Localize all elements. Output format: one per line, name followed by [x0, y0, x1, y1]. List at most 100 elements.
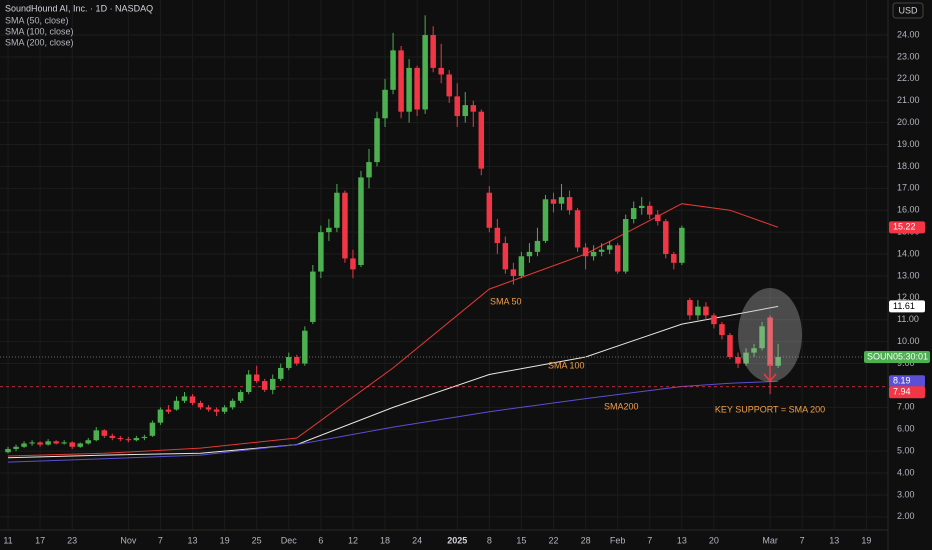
y-tick-label: 3.00	[897, 489, 915, 499]
price-badge	[889, 221, 925, 234]
candle-body	[358, 177, 364, 265]
y-tick-label: 11.00	[897, 314, 919, 324]
candle-body	[526, 251, 533, 257]
candle-body	[318, 232, 324, 272]
candle-body	[237, 392, 244, 401]
price-badge	[889, 300, 925, 313]
x-tick-label: Feb	[610, 535, 626, 545]
candle-body	[566, 197, 573, 211]
candle-body	[606, 245, 613, 250]
candle-body	[374, 118, 380, 163]
candle-body	[69, 442, 75, 447]
candle-body	[446, 74, 452, 97]
candle-body	[5, 448, 11, 453]
x-tick-label: 7	[800, 535, 805, 545]
candle-body	[422, 35, 428, 110]
candle-body	[93, 430, 100, 441]
x-tick-label: 13	[829, 535, 839, 545]
candle-body	[735, 356, 741, 364]
candle-body	[382, 89, 388, 119]
price-badge-label: 7.94	[893, 387, 911, 397]
candle-body	[598, 249, 605, 252]
candle-body	[77, 443, 83, 447]
x-tick-label: 8	[487, 535, 492, 545]
candle-body	[197, 402, 204, 408]
price-badge	[889, 375, 925, 388]
candle-body	[189, 396, 196, 403]
candle-body	[310, 271, 316, 322]
candle-body	[542, 199, 549, 241]
candle-body	[502, 243, 509, 270]
legend-entry: SMA (50, close)	[5, 15, 69, 25]
candle-body	[510, 269, 517, 276]
current-countdown: 05:30:01	[893, 351, 928, 361]
x-tick-label: 11	[3, 535, 12, 545]
candle-body	[390, 50, 396, 90]
legend-entry: SMA (100, close)	[5, 26, 74, 36]
candle-body	[334, 192, 340, 228]
candle-body	[366, 162, 372, 178]
legend: SoundHound AI, Inc. · 1D · NASDAQ SMA (5…	[5, 3, 153, 47]
x-tick-label: 18	[380, 535, 390, 545]
candle-body	[37, 442, 43, 445]
candle-body	[590, 251, 597, 257]
y-tick-label: 16.00	[897, 205, 920, 215]
candle-body	[663, 221, 669, 255]
candle-body	[302, 330, 308, 364]
y-tick-label: 6.00	[897, 424, 915, 434]
x-tick-label: 15	[516, 535, 526, 545]
candle-body	[157, 409, 164, 423]
candle-body	[21, 443, 27, 447]
candle-body	[695, 306, 701, 316]
y-tick-label: 21.00	[897, 95, 920, 105]
x-tick-label: 6	[318, 535, 323, 545]
candle-body	[13, 446, 19, 449]
y-tick-label: 19.00	[897, 139, 920, 149]
candle-body	[574, 210, 581, 248]
x-tick-label: Nov	[120, 535, 137, 545]
candle-body	[229, 400, 236, 408]
candle-body	[109, 435, 116, 439]
x-tick-label: 12	[348, 535, 358, 545]
x-tick-label: 7	[158, 535, 163, 545]
candle-body	[205, 407, 212, 410]
y-tick-label: 18.00	[897, 161, 920, 171]
candle-body	[430, 35, 436, 68]
candle-body	[117, 438, 124, 440]
candle-body	[181, 396, 188, 401]
sma-line	[7, 380, 779, 463]
candle-body	[414, 67, 420, 110]
candle-body	[398, 50, 404, 112]
candle-body	[647, 205, 653, 215]
price-badge	[889, 386, 925, 399]
candle-body	[671, 254, 677, 263]
currency-box[interactable]	[892, 2, 924, 19]
sma-lines	[0, 203, 888, 463]
candle-body	[462, 105, 469, 117]
x-tick-label: 24	[412, 535, 422, 545]
y-tick-label: 14.00	[897, 248, 920, 258]
candle-body	[350, 258, 356, 270]
candle-body	[269, 378, 276, 390]
x-tick-label: 25	[252, 535, 262, 545]
price-badge-label: 8.19	[893, 376, 911, 386]
candle-body	[53, 441, 59, 444]
candle-body	[759, 326, 765, 349]
candle-body	[550, 199, 557, 204]
candle-body	[245, 374, 252, 393]
arrow-head	[763, 373, 777, 383]
candle-body	[342, 192, 348, 259]
overlay: SMA 50 SMA 100 SMA200 KEY SUPPORT = SMA 200	[490, 288, 825, 414]
price-badge-label: 15.22	[893, 222, 916, 232]
annotation: SMA200	[604, 401, 639, 411]
current-symbol: SOUN	[867, 351, 893, 361]
currency[interactable]: USD	[898, 5, 918, 15]
candle-body	[638, 205, 645, 209]
x-tick-label: 28	[581, 535, 591, 545]
candle-body	[213, 409, 220, 412]
candle-body	[518, 256, 525, 276]
candle-body	[775, 356, 781, 366]
y-tick-label: 13.00	[897, 270, 920, 280]
candle-body	[486, 192, 493, 228]
